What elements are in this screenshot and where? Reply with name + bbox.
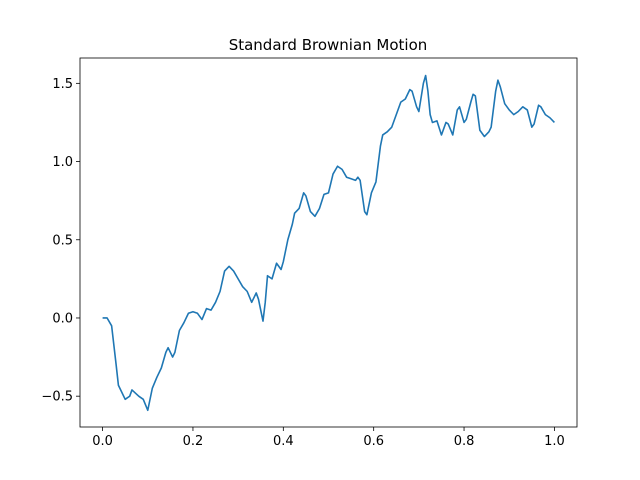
y-tick-label: 0.5 (52, 233, 73, 248)
x-tick-label: 0.2 (183, 434, 204, 449)
y-tick-label: 0.0 (52, 311, 73, 326)
x-tick-label: 1.0 (544, 434, 565, 449)
x-tick-label: 0.4 (273, 434, 294, 449)
x-tick-label: 0.0 (92, 434, 113, 449)
plot-frame (79, 57, 578, 428)
y-tick-label: 1.0 (52, 155, 73, 170)
y-tick-label: 1.5 (52, 77, 73, 92)
chart-title: Standard Brownian Motion (229, 36, 428, 54)
data-line (102, 74, 555, 412)
x-tick-label: 0.8 (454, 434, 475, 449)
x-tick-label: 0.6 (363, 434, 384, 449)
y-tick-label: −0.5 (41, 390, 73, 405)
